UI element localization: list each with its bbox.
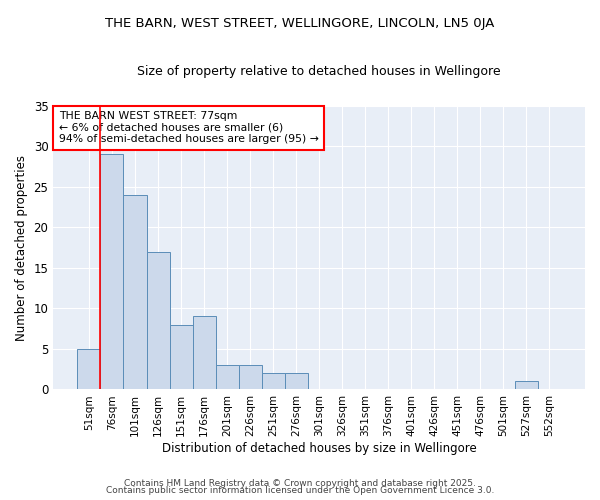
Bar	[170, 324, 193, 390]
Bar	[193, 316, 215, 390]
Text: THE BARN, WEST STREET, WELLINGORE, LINCOLN, LN5 0JA: THE BARN, WEST STREET, WELLINGORE, LINCO…	[106, 18, 494, 30]
Text: Contains public sector information licensed under the Open Government Licence 3.: Contains public sector information licen…	[106, 486, 494, 495]
Bar	[146, 252, 170, 390]
Bar	[284, 373, 308, 390]
Text: THE BARN WEST STREET: 77sqm
← 6% of detached houses are smaller (6)
94% of semi-: THE BARN WEST STREET: 77sqm ← 6% of deta…	[59, 111, 319, 144]
Bar	[77, 349, 100, 390]
Bar	[215, 365, 239, 390]
X-axis label: Distribution of detached houses by size in Wellingore: Distribution of detached houses by size …	[162, 442, 476, 455]
Bar	[124, 195, 146, 390]
Bar	[515, 382, 538, 390]
Title: Size of property relative to detached houses in Wellingore: Size of property relative to detached ho…	[137, 65, 501, 78]
Text: Contains HM Land Registry data © Crown copyright and database right 2025.: Contains HM Land Registry data © Crown c…	[124, 478, 476, 488]
Bar	[239, 365, 262, 390]
Y-axis label: Number of detached properties: Number of detached properties	[15, 154, 28, 340]
Bar	[262, 373, 284, 390]
Bar	[100, 154, 124, 390]
